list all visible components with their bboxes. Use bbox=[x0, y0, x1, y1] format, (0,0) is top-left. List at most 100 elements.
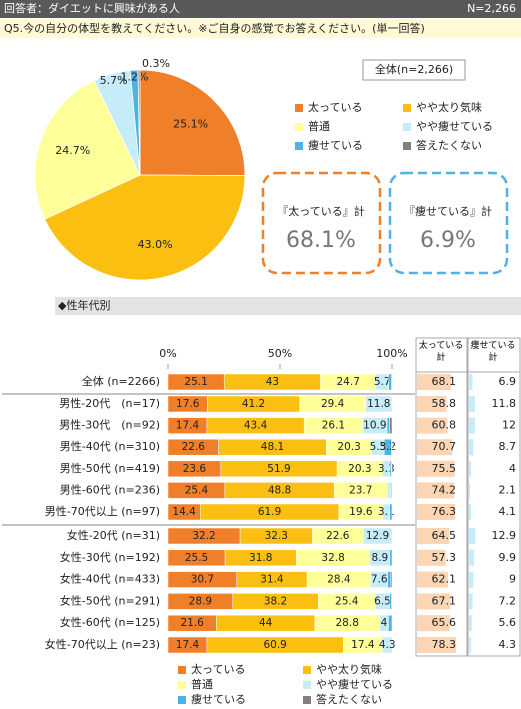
summary-value: 4.1 bbox=[499, 505, 517, 518]
bar-label: 25.5 bbox=[185, 552, 208, 564]
summary-bar bbox=[417, 460, 455, 477]
row-label: 女性-20代 (n=31) bbox=[67, 528, 160, 542]
summary-bar bbox=[469, 549, 474, 566]
legend-label: やや痩せている bbox=[316, 677, 393, 691]
summary-bar bbox=[469, 571, 474, 588]
bar-segment bbox=[388, 614, 393, 632]
x-tick-label: 100% bbox=[376, 347, 407, 360]
bar-segment bbox=[387, 571, 392, 588]
legend-label: 答えたくない bbox=[416, 138, 482, 152]
legend-swatch bbox=[403, 123, 411, 131]
row-label: 女性-60代 (n=125) bbox=[60, 615, 160, 629]
bar-segment bbox=[388, 373, 392, 391]
x-tick-label: 0% bbox=[159, 347, 176, 360]
column-frame bbox=[467, 337, 521, 657]
bar-label: 5.5 bbox=[370, 441, 387, 453]
bar-label: 22.6 bbox=[182, 441, 206, 453]
bar-label: 17.4 bbox=[176, 420, 200, 432]
bar-label: 38.2 bbox=[264, 595, 287, 607]
summary-value: 6.9 bbox=[499, 375, 517, 388]
row-label: 男性-60代 (n=236) bbox=[60, 482, 160, 496]
summary-label: 『太っている』計 bbox=[277, 204, 364, 218]
bar-label: 20.3 bbox=[348, 463, 371, 475]
bar-label: 51.9 bbox=[267, 463, 290, 475]
summary-value: 11.8 bbox=[492, 397, 517, 410]
bar-label: 32.3 bbox=[265, 530, 288, 542]
legend-swatch bbox=[295, 104, 303, 112]
summary-value: 60.8 bbox=[432, 419, 457, 432]
summary-bar bbox=[469, 396, 475, 412]
summary-label: 『痩せている』計 bbox=[404, 204, 492, 218]
bar-label: 26.1 bbox=[322, 420, 345, 432]
legend-swatch bbox=[295, 142, 303, 150]
pie-slice bbox=[44, 174, 246, 281]
bar-label: 25.4 bbox=[185, 484, 209, 496]
bar-segment bbox=[389, 549, 393, 567]
bar-label: 60.9 bbox=[263, 639, 286, 651]
legend-label: 答えたくない bbox=[316, 692, 382, 706]
bar-label: 17.6 bbox=[176, 398, 200, 410]
bar-label: 20.3 bbox=[337, 441, 360, 453]
summary-bar bbox=[469, 374, 473, 390]
legend-label: 痩せている bbox=[191, 692, 246, 706]
summary-value: 12.9 bbox=[492, 529, 517, 542]
summary-bar bbox=[417, 528, 450, 544]
bar-label: 3.2 bbox=[379, 441, 396, 453]
bar-label: 24.7 bbox=[337, 376, 360, 388]
bar-label: 31.4 bbox=[260, 574, 284, 586]
bar-segment bbox=[389, 503, 393, 521]
legend-swatch bbox=[303, 696, 311, 704]
summary-bar bbox=[417, 504, 456, 520]
bar-segment bbox=[390, 571, 393, 588]
bar-label: 7.6 bbox=[371, 574, 388, 586]
column-header-text: 痩せている計 bbox=[470, 341, 516, 363]
bar-label: 29.4 bbox=[321, 398, 345, 410]
sample-size: N=2,266 bbox=[467, 2, 516, 15]
pie-slice bbox=[137, 69, 141, 176]
pie-label: 43.0% bbox=[138, 238, 173, 251]
summary-box bbox=[388, 171, 509, 275]
summary-bar bbox=[417, 396, 447, 412]
legend-swatch bbox=[178, 696, 186, 704]
summary-value: 62.1 bbox=[432, 573, 457, 586]
bar-label: 19.6 bbox=[349, 506, 373, 518]
summary-bar bbox=[469, 460, 471, 477]
bar-label: 31.8 bbox=[249, 552, 272, 564]
section-title: ◆性年代別 bbox=[58, 298, 110, 312]
summary-value: 65.6 bbox=[432, 616, 457, 629]
summary-value: 4.3 bbox=[499, 638, 517, 651]
bar-segment bbox=[391, 373, 393, 391]
legend-label: 太っている bbox=[191, 663, 245, 676]
bar-label: 32.8 bbox=[321, 552, 344, 564]
bar-label: 5.7 bbox=[374, 376, 391, 388]
bar-label: 12.9 bbox=[366, 530, 389, 542]
summary-value: 5.6 bbox=[499, 616, 517, 629]
pie-subtitle: 全体(n=2,266) bbox=[375, 62, 453, 76]
bar-label: 30.7 bbox=[191, 574, 214, 586]
summary-value: 58.8 bbox=[432, 397, 457, 410]
bar-label: 28.8 bbox=[336, 617, 359, 629]
x-tick-label: 50% bbox=[268, 347, 292, 360]
legend-label: 太っている bbox=[308, 101, 362, 114]
summary-value: 76.3 bbox=[432, 505, 457, 518]
summary-bar bbox=[417, 549, 446, 566]
pie-slice bbox=[34, 80, 141, 220]
bar-label: 22.6 bbox=[326, 530, 350, 542]
bar-label: 25.1 bbox=[184, 376, 207, 388]
summary-bar bbox=[469, 528, 476, 544]
legend-swatch bbox=[403, 142, 411, 150]
summary-value: 68.1% bbox=[286, 228, 356, 253]
summary-bar bbox=[417, 482, 455, 499]
legend-swatch bbox=[303, 681, 311, 689]
legend-label: やや太り気味 bbox=[316, 662, 382, 676]
legend-swatch bbox=[303, 666, 311, 674]
bar-label: 48.8 bbox=[268, 484, 291, 496]
bar-label: 43.4 bbox=[244, 420, 268, 432]
bar-segment bbox=[365, 395, 393, 413]
legend-label: やや太り気味 bbox=[416, 100, 482, 114]
legend-label: 痩せている bbox=[308, 138, 363, 152]
summary-value: 4 bbox=[509, 462, 516, 475]
pie-label: 0.3% bbox=[142, 57, 170, 70]
summary-bar bbox=[469, 615, 472, 632]
row-label: 男性-70代以上 (n=97) bbox=[45, 504, 160, 518]
